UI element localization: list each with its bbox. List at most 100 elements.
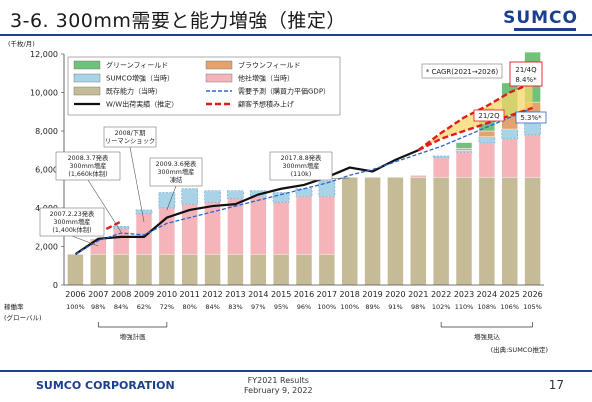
bar-sumco-2026 <box>524 122 541 136</box>
bar-sumco-2009 <box>135 209 153 215</box>
annotation-box <box>149 157 203 187</box>
bar-existing-2019 <box>364 176 381 286</box>
utilization-value: 105% <box>523 303 542 311</box>
line-cust4q <box>417 81 534 152</box>
utilization-value: 98% <box>91 303 105 311</box>
y-tick-label: 2,000 <box>35 243 58 252</box>
x-tick-label: 2007 <box>88 290 108 299</box>
annotation-box <box>39 207 105 237</box>
utilization-row: 稼働率 (グローバル) 100% 98% 84% 62% 72% 80% 84% 83% 97% 95… <box>4 302 548 354</box>
cagr-2q-value: 5.3%* <box>520 114 542 122</box>
legend-label: 他社増強（当時） <box>238 74 294 83</box>
legend-swatch <box>205 73 233 83</box>
bar-other-2021 <box>410 175 427 178</box>
bar-existing-2017 <box>318 253 336 286</box>
utilization-sub: (グローバル) <box>4 313 42 322</box>
utilization-value: 100% <box>340 303 359 311</box>
legend-label: 既存能力（当時） <box>106 87 162 96</box>
line-actual <box>74 149 419 256</box>
bar-existing-2021 <box>410 176 427 286</box>
source-note: (出典:SUMCO推定) <box>491 345 548 354</box>
outlook-label: 増強見込 <box>474 332 501 341</box>
bar-sumco-2010 <box>158 192 176 209</box>
utilization-value: 110% <box>455 303 474 311</box>
annotation-text: 2008.3.7発表 <box>68 153 109 162</box>
y-tick-label: 8,000 <box>35 127 58 136</box>
utilization-value: 62% <box>137 303 151 311</box>
bar-existing-2008 <box>112 253 130 286</box>
legend-label: 顧客予想積み上げ <box>238 100 294 109</box>
x-tick-label: 2023 <box>454 290 474 299</box>
x-tick-label: 2018 <box>340 290 360 299</box>
x-tick-label: 2024 <box>477 290 497 299</box>
annotation-arrow <box>129 146 145 223</box>
bar-existing-2007 <box>90 253 107 286</box>
bar-other-2022 <box>432 157 450 178</box>
bar-other-2026 <box>524 134 541 178</box>
bar-existing-2015 <box>272 253 290 286</box>
x-tick-label: 2015 <box>271 290 291 299</box>
x-tick-label: 2008 <box>111 290 131 299</box>
utilization-value: 95% <box>274 303 288 311</box>
bar-other-2014 <box>250 196 267 255</box>
bar-existing-2011 <box>181 253 198 286</box>
y-tick-label: 0 <box>53 281 58 290</box>
legend-frame <box>67 56 341 116</box>
bar-sumco-2012 <box>204 190 221 203</box>
bar-existing-2012 <box>204 253 221 286</box>
bar-other-2016 <box>295 196 313 255</box>
x-tick-label: 2012 <box>202 290 222 299</box>
annotation-text: 凍結 <box>170 175 183 184</box>
utilization-value: 80% <box>182 303 196 311</box>
y-tick-label: 6,000 <box>35 166 58 175</box>
annotation-text: 2008/下期 <box>115 129 146 137</box>
annotations: 2007.2.23発表300mm増産(1,400k体制)2008.3.7発表30… <box>39 126 350 247</box>
footer-line1: FY2021 Results <box>247 376 309 385</box>
utilization-value: 84% <box>205 303 219 311</box>
bar-other-2023 <box>455 151 473 178</box>
utilization-value: 98% <box>411 303 425 311</box>
bar-sumco-2022 <box>432 155 450 159</box>
annotation-text: 2009.3.6発表 <box>156 159 197 168</box>
annotation-text: 300mm増産 <box>70 161 107 170</box>
bar-sumco-2008 <box>112 225 130 229</box>
cagr-4q-value: 8.4%* <box>515 76 537 84</box>
legend-swatch <box>205 60 233 70</box>
utilization-value: 89% <box>365 303 379 311</box>
x-axis: 2006 2007 2008 2009 2010 2011 2012 2013 2014 2015… <box>65 290 543 299</box>
plan-label: 増強計画 <box>120 332 146 341</box>
utilization-label: 稼働率 <box>4 302 24 311</box>
x-tick-label: 2026 <box>522 290 542 299</box>
line-cust2q <box>417 106 533 152</box>
utilization-value: 84% <box>114 303 128 311</box>
bar-sumco-2023 <box>455 149 473 153</box>
line-gdp <box>75 107 533 255</box>
annotation-text: 2017.8.8発表 <box>281 153 322 162</box>
bar-existing-2023 <box>455 176 473 286</box>
footer-company: SUMCO CORPORATION <box>36 379 175 392</box>
cagr-box: * CAGR(2021→2026) 21/4Q 8.4%* 21/2Q 5.3%* <box>421 61 547 124</box>
annotation-text: 300mm増産 <box>54 217 91 226</box>
y-tick-label: 10,000 <box>30 89 58 98</box>
bar-other-2008 <box>112 227 130 255</box>
y-unit-label: (千枚/月) <box>8 39 35 48</box>
legend: グリーンフィールド ブラウンフィールド SUMCO増強（当時） 他社増強（当時） 既存能… <box>67 56 341 116</box>
bar-existing-2026 <box>524 176 541 286</box>
bar-existing-2018 <box>341 176 358 286</box>
x-tick-label: 2011 <box>180 290 200 299</box>
utilization-value: 108% <box>478 303 497 311</box>
bar-existing-2024 <box>478 176 496 286</box>
logo-underline <box>514 28 576 31</box>
annotation-text: (1,400k体制) <box>52 225 91 234</box>
bar-sumco-2024 <box>478 136 496 143</box>
bar-brown-2023 <box>455 148 473 151</box>
utilization-value: 83% <box>228 303 242 311</box>
legend-swatch <box>73 73 101 83</box>
bar-sumco-2013 <box>227 190 244 199</box>
annotation-arrow <box>71 235 99 247</box>
bar-existing-2006 <box>67 253 84 286</box>
utilization-value: 100% <box>66 303 85 311</box>
utilization-value: 96% <box>297 303 311 311</box>
